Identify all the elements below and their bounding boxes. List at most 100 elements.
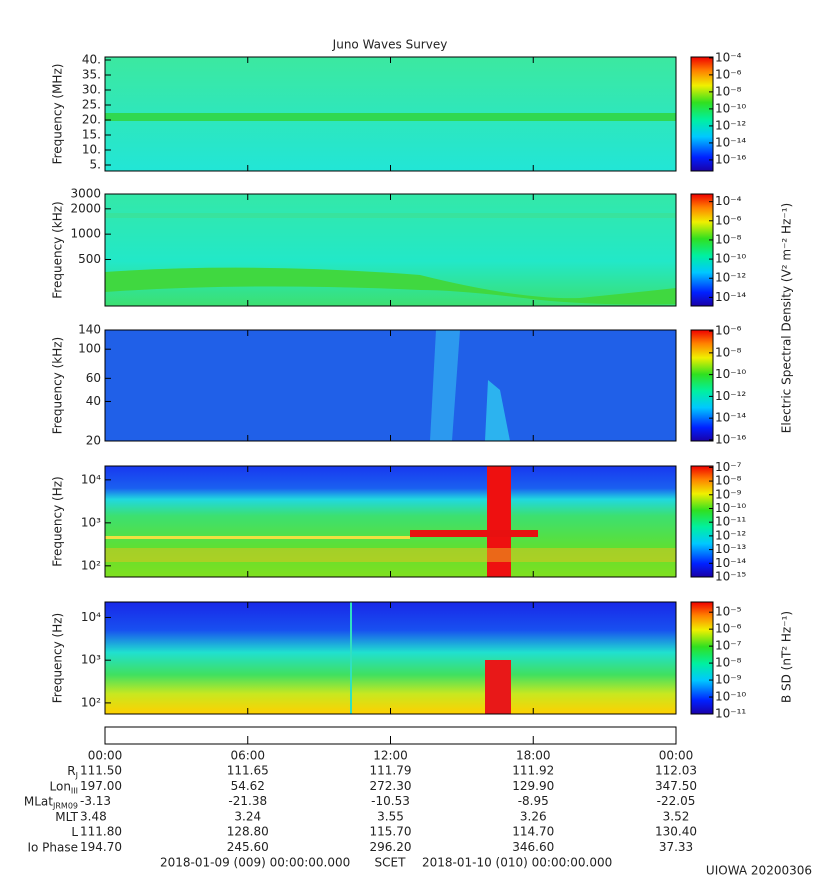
- ephemeris-value: -10.53: [371, 794, 410, 808]
- colorbar-tick-label: 10⁻⁵: [715, 605, 742, 619]
- ephemeris-value: 115.70: [370, 825, 412, 839]
- x-tick-label: 06:00: [230, 749, 265, 763]
- ephemeris-label: RJ: [67, 764, 78, 780]
- ephemeris-value: 347.50: [655, 779, 697, 793]
- spectrogram-images: [105, 57, 676, 714]
- y-tick-label: 40: [86, 394, 101, 408]
- ephemeris-label-sub: JRM09: [52, 801, 78, 810]
- ephemeris-value: -22.05: [657, 794, 696, 808]
- ephemeris-value: 3.24: [234, 809, 261, 823]
- colorbar-tick-label: 10⁻¹⁰: [715, 252, 746, 266]
- ephemeris-label: LonIII: [50, 779, 79, 795]
- ephemeris-label-sub: III: [71, 786, 78, 795]
- y-axis-label: Frequency (MHz): [51, 64, 65, 165]
- y-tick-label: 1000: [70, 227, 101, 241]
- y-tick-label: 60: [86, 371, 101, 385]
- y-tick-label: 500: [78, 252, 101, 266]
- colorbar-label: Electric Spectral Density (V² m⁻² Hz⁻¹): [780, 203, 794, 433]
- ephemeris-value: 296.20: [370, 840, 412, 854]
- colorbar-tick-label: 10⁻¹⁴: [715, 135, 746, 149]
- ephemeris-label-text: L: [71, 825, 78, 839]
- colorbar-tick-label: 10⁻¹³: [715, 542, 746, 556]
- ephemeris-value: 130.40: [655, 825, 697, 839]
- y-axis-label: Frequency (Hz): [51, 476, 65, 567]
- colorbar-tick-label: 10⁻⁷: [715, 639, 742, 653]
- ephemeris-value: 111.50: [80, 764, 122, 778]
- y-tick-label: 20: [86, 434, 101, 448]
- ephemeris-label-text: MLT: [55, 809, 78, 823]
- ephemeris-label-text: Io Phase: [27, 840, 78, 854]
- footer-axis: SCET: [375, 856, 407, 870]
- ephemeris-value: -8.95: [518, 794, 549, 808]
- y-tick-label: 140: [78, 323, 101, 337]
- y-tick-label: 15.: [82, 128, 101, 142]
- ephemeris-value: 3.26: [520, 809, 547, 823]
- ephemeris-value: -21.38: [228, 794, 267, 808]
- y-tick-label: 10³: [81, 653, 101, 667]
- y-tick-label: 5.: [90, 158, 101, 172]
- ephemeris-value: 37.33: [659, 840, 693, 854]
- colorbar-tick-label: 10⁻⁶: [715, 67, 742, 81]
- ephemeris-value: 129.90: [512, 779, 554, 793]
- colorbar-tick-label: 10⁻¹⁰: [715, 501, 746, 515]
- ephemeris-value: 3.55: [377, 809, 404, 823]
- ephemeris-value: 54.62: [231, 779, 265, 793]
- y-tick-label: 100: [78, 342, 101, 356]
- colorbar-tick-label: 10⁻¹²: [715, 528, 746, 542]
- colorbar-tick-label: 10⁻¹⁴: [715, 290, 746, 304]
- ephemeris-value: 245.60: [227, 840, 269, 854]
- colorbar-tick-label: 10⁻⁹: [715, 673, 742, 687]
- ephemeris-label: Io Phase: [27, 840, 78, 854]
- ephemeris-value: 111.79: [370, 764, 412, 778]
- ephemeris-label-text: Lon: [50, 779, 71, 793]
- ephemeris-label-text: R: [67, 764, 75, 778]
- y-axis-label: Frequency (kHz): [51, 337, 65, 434]
- x-tick-label: 00:00: [659, 749, 694, 763]
- colorbar-tick-label: 10⁻⁴: [715, 194, 742, 208]
- colorbar: [690, 465, 714, 578]
- colorbar: [690, 601, 714, 715]
- ephemeris-value: 346.60: [512, 840, 554, 854]
- y-tick-label: 25.: [82, 98, 101, 112]
- y-tick-label: 20.: [82, 113, 101, 127]
- colorbar-tick-label: 10⁻⁸: [715, 474, 742, 488]
- colorbar-tick-label: 10⁻⁶: [715, 324, 742, 338]
- colorbar-tick-label: 10⁻⁶: [715, 622, 742, 636]
- y-tick-label: 2000: [70, 201, 101, 215]
- ephemeris-label: L: [71, 825, 78, 839]
- ephemeris-value: 111.80: [80, 825, 122, 839]
- y-tick-label: 30.: [82, 83, 101, 97]
- colorbar-tick-label: 10⁻⁴: [715, 50, 742, 64]
- colorbar-tick-label: 10⁻¹²: [715, 118, 746, 132]
- footer-end: 2018-01-10 (010) 00:00:00.000: [422, 856, 612, 870]
- colorbar-tick-label: 10⁻¹⁰: [715, 690, 746, 704]
- ephemeris-label-sub: J: [75, 771, 78, 780]
- ephemeris-value: 111.65: [227, 764, 269, 778]
- ephemeris-label: MLT: [55, 809, 78, 823]
- colorbar-tick-label: 10⁻¹⁰: [715, 367, 746, 381]
- y-axis-label: Frequency (Hz): [51, 613, 65, 704]
- y-tick-label: 10.: [82, 143, 101, 157]
- footer-stamp: UIOWA 20200306: [706, 864, 812, 878]
- ephemeris-value: -3.13: [80, 794, 111, 808]
- y-tick-label: 10³: [81, 515, 101, 529]
- chart-title: Juno Waves Survey: [332, 38, 448, 52]
- ephemeris-value: 111.92: [512, 764, 554, 778]
- y-axis-label: Frequency (kHz): [51, 201, 65, 298]
- ephemeris-value: 194.70: [80, 840, 122, 854]
- footer-start: 2018-01-09 (009) 00:00:00.000: [160, 856, 350, 870]
- colorbar-tick-label: 10⁻⁶: [715, 213, 742, 227]
- x-tick-label: 00:00: [88, 749, 123, 763]
- colorbar-tick-label: 10⁻¹⁶: [715, 152, 746, 166]
- x-tick-label: 18:00: [516, 749, 551, 763]
- ephemeris-value: 272.30: [370, 779, 412, 793]
- ephemeris-value: 112.03: [655, 764, 697, 778]
- colorbar-tick-label: 10⁻¹⁵: [715, 570, 746, 584]
- colorbar-tick-label: 10⁻¹¹: [715, 515, 746, 529]
- colorbar-tick-label: 10⁻¹²: [715, 271, 746, 285]
- colorbar-tick-label: 10⁻⁸: [715, 232, 742, 246]
- colorbar: [690, 329, 714, 442]
- colorbar-tick-label: 10⁻¹⁴: [715, 556, 746, 570]
- colorbar: [690, 56, 714, 172]
